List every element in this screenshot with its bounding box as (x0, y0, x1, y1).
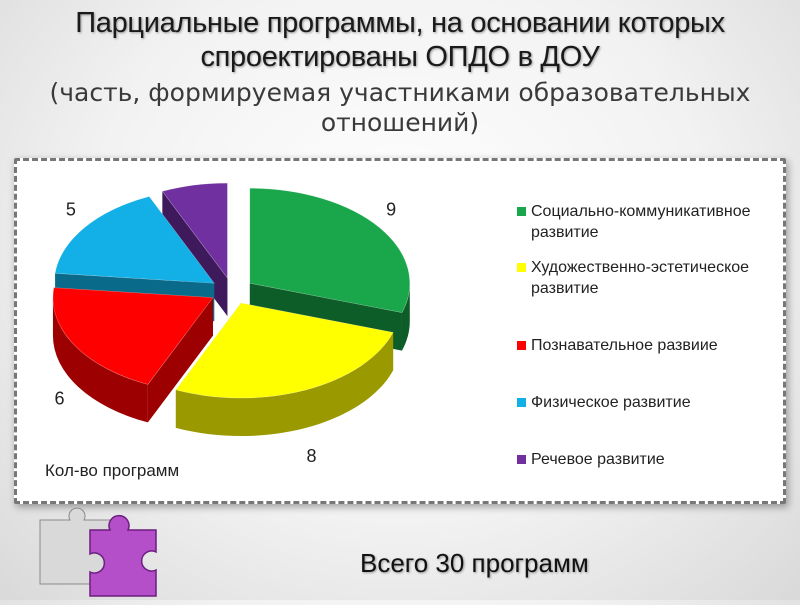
slice-rim (175, 332, 394, 437)
data-label: 6 (55, 389, 65, 409)
legend-item: Социально-коммуникативное развитие (517, 201, 779, 243)
puzzle-icon (30, 500, 210, 605)
slice-rim (401, 283, 410, 351)
legend-swatch (517, 455, 526, 464)
chart-legend: Социально-коммуникативное развитие Художе… (517, 201, 779, 470)
legend-label: Социально-коммуникативное развитие (531, 203, 751, 241)
legend-label: Художественно-эстетическое развитие (531, 259, 750, 297)
legend-item: Речевое развитие (517, 449, 779, 470)
legend-swatch (517, 207, 526, 216)
legend-label: Познавательное развиие (531, 337, 718, 354)
slice-top (52, 287, 214, 385)
slice-top (249, 187, 411, 313)
pie-chart: 9 8 6 5 2 (52, 161, 411, 466)
slice-rim (52, 297, 148, 423)
title-block: Парциальные программы, на основании кото… (0, 6, 800, 138)
slide-title: Парциальные программы, на основании кото… (75, 7, 725, 73)
data-label: 8 (307, 446, 317, 466)
legend-swatch (517, 341, 526, 350)
series-name: Кол-во программ (45, 461, 180, 480)
legend-label: Физическое развитие (531, 394, 691, 411)
slice-top (54, 196, 215, 284)
slice-top (175, 302, 394, 399)
legend-swatch (517, 398, 526, 407)
slice-top (161, 182, 228, 279)
data-label: 5 (66, 199, 76, 219)
slide-subtitle: (часть, формируемая участниками образова… (49, 78, 751, 137)
chart-panel: 9 8 6 5 2 Социально-коммуникативное развитие… (14, 158, 786, 504)
data-label: 2 (185, 161, 195, 165)
total-programs: Всего 30 программ (360, 548, 589, 578)
legend-label: Речевое развитие (531, 451, 665, 468)
pie-slice (52, 287, 214, 423)
legend-item: Познавательное развиие (517, 335, 779, 356)
data-label: 9 (386, 199, 396, 219)
legend-item: Физическое развитие (517, 392, 779, 413)
pie-slice (175, 302, 394, 437)
legend-item: Художественно-эстетическое развитие (517, 257, 779, 299)
legend-swatch (517, 263, 526, 272)
